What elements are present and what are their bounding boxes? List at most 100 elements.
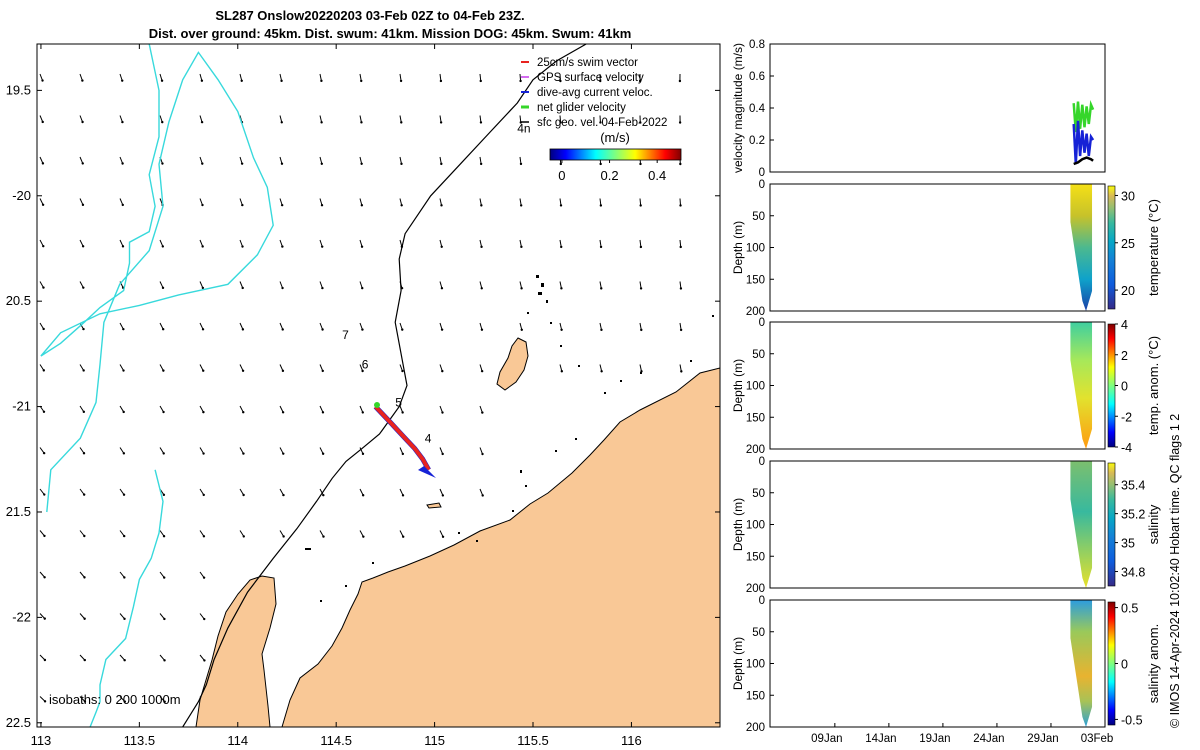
velocity-arrowhead bbox=[242, 535, 245, 538]
velocity-arrowhead bbox=[163, 617, 166, 621]
colorbar-tick-label: 35.4 bbox=[1121, 479, 1145, 493]
panel-background bbox=[770, 184, 1105, 311]
map-xtick-label: 116 bbox=[621, 733, 642, 748]
velocity-arrowhead bbox=[202, 493, 205, 497]
velocity-arrowhead bbox=[400, 162, 403, 166]
panel-frame bbox=[769, 43, 1106, 173]
velocity-arrowhead bbox=[441, 369, 444, 373]
velocity-arrowhead bbox=[42, 286, 45, 289]
velocity-arrowhead bbox=[241, 328, 245, 331]
colorbar-tick-label: 0 bbox=[1121, 658, 1128, 672]
velocity-arrowhead bbox=[559, 79, 562, 83]
velocity-arrowhead bbox=[320, 204, 324, 207]
velocity-arrowhead bbox=[520, 328, 523, 331]
colorbar-tick-label: 35.2 bbox=[1121, 508, 1145, 522]
velocity-arrowhead bbox=[361, 369, 364, 373]
velocity-arrowhead bbox=[640, 328, 643, 332]
velocity-arrowhead bbox=[123, 576, 126, 579]
panel-temperature: 0 50 100 150 200 30 25 20 temperature (°C) Depth … bbox=[731, 179, 1161, 318]
barrow-island bbox=[496, 337, 529, 391]
velocity-arrowhead bbox=[362, 535, 365, 538]
ytick-label: 0 bbox=[759, 317, 765, 329]
velocity-arrowhead bbox=[41, 79, 44, 82]
day-label: 4n bbox=[517, 122, 530, 136]
velocity-arrowhead bbox=[280, 79, 283, 83]
velocity-arrowhead bbox=[321, 452, 325, 455]
ytick-label: 50 bbox=[752, 211, 765, 223]
velocity-arrowhead bbox=[679, 162, 682, 166]
panel-frame bbox=[769, 183, 1106, 312]
colorbar-tick-label: 20 bbox=[1121, 284, 1135, 298]
map-xtick-label: 113 bbox=[31, 733, 52, 748]
velocity-arrowhead bbox=[83, 617, 86, 620]
velocity-arrowhead bbox=[241, 286, 244, 290]
velocity-arrowhead bbox=[401, 535, 405, 538]
ylabel: Depth (m) bbox=[731, 359, 745, 412]
velocity-arrowhead bbox=[122, 493, 126, 496]
velocity-arrowhead bbox=[479, 121, 483, 124]
ylabel: velocity magnitude (m/s) bbox=[731, 43, 745, 173]
colorbar-tick-label: 2 bbox=[1121, 349, 1128, 363]
ytick-label: 0 bbox=[759, 595, 765, 607]
velocity-arrowhead bbox=[43, 576, 46, 579]
day-label: 7 bbox=[342, 328, 349, 342]
velocity-arrowhead bbox=[81, 79, 84, 82]
panel-temp-anom: 0 50 100 150 200 4 2 0 -2 -4 temp. anom. (°C) Depth… bbox=[731, 317, 1161, 456]
map-y-axis: 19.5 -20 20.5 -21 21.5 -22 22.5 bbox=[6, 82, 720, 730]
velocity-arrowhead bbox=[401, 369, 404, 373]
colorbar-tick-label: -2 bbox=[1121, 410, 1132, 424]
velocity-arrowhead bbox=[399, 79, 403, 83]
velocity-arrowhead bbox=[481, 452, 484, 456]
ytick-label: 0 bbox=[759, 167, 765, 179]
velocity-arrowhead bbox=[162, 369, 165, 372]
velocity-arrowhead bbox=[42, 410, 46, 413]
velocity-arrowhead bbox=[82, 327, 85, 331]
colorbar-tick-label: 4 bbox=[1121, 318, 1128, 332]
velocity-arrowhead bbox=[161, 120, 164, 124]
colorbar-label: temp. anom. (°C) bbox=[1146, 336, 1161, 435]
velocity-arrowhead bbox=[81, 120, 84, 124]
velocity-arrowhead bbox=[360, 79, 363, 83]
velocity-arrowhead bbox=[600, 370, 603, 373]
velocity-arrowhead bbox=[520, 245, 523, 249]
velocity-arrowhead bbox=[122, 534, 126, 538]
velocity-arrowhead bbox=[81, 162, 84, 165]
colorbar-tick-label: 0.5 bbox=[1121, 602, 1138, 616]
velocity-arrowhead bbox=[281, 411, 285, 414]
small-island bbox=[426, 502, 442, 509]
velocity-arrowhead bbox=[321, 411, 325, 414]
velocity-arrowhead bbox=[121, 120, 124, 124]
colorbar-label: temperature (°C) bbox=[1146, 199, 1161, 296]
credit-text: © IMOS 14-Apr-2024 10:02:40 Hobart time.… bbox=[1168, 413, 1182, 728]
velocity-arrowhead bbox=[242, 452, 245, 455]
velocity-arrowhead bbox=[43, 534, 46, 538]
ytick-label: 100 bbox=[746, 520, 765, 532]
velocity-arrowhead bbox=[361, 494, 365, 497]
velocity-arrowhead bbox=[439, 121, 443, 124]
map-ytick-label: -22 bbox=[12, 609, 31, 624]
velocity-arrowhead bbox=[560, 328, 563, 332]
panel-frame bbox=[769, 460, 1106, 589]
ylabel: Depth (m) bbox=[731, 637, 745, 690]
xtick-label: 29Jan bbox=[1027, 733, 1058, 745]
velocity-arrowhead bbox=[480, 245, 483, 249]
velocity-arrowhead bbox=[321, 328, 324, 331]
day-label: 6 bbox=[362, 358, 369, 372]
velocity-arrowhead bbox=[203, 617, 206, 621]
velocity-arrowhead bbox=[679, 328, 683, 332]
track-end-arrow bbox=[418, 466, 436, 478]
velocity-arrowhead bbox=[121, 79, 124, 82]
velocity-arrowhead bbox=[123, 700, 127, 703]
velocity-arrowhead bbox=[162, 452, 165, 455]
velocity-arrowhead bbox=[122, 452, 126, 455]
velocity-arrowhead bbox=[240, 79, 243, 82]
velocity-arrowhead bbox=[163, 700, 166, 703]
ytick-label: 0 bbox=[759, 179, 765, 191]
velocity-arrowhead bbox=[241, 203, 244, 207]
ytick-label: 150 bbox=[746, 551, 765, 563]
velocity-arrowhead bbox=[242, 493, 245, 497]
velocity-arrowhead bbox=[600, 328, 603, 332]
velocity-arrowhead bbox=[680, 370, 683, 373]
velocity-arrowhead bbox=[83, 576, 86, 579]
day-label: 4 bbox=[425, 431, 432, 445]
